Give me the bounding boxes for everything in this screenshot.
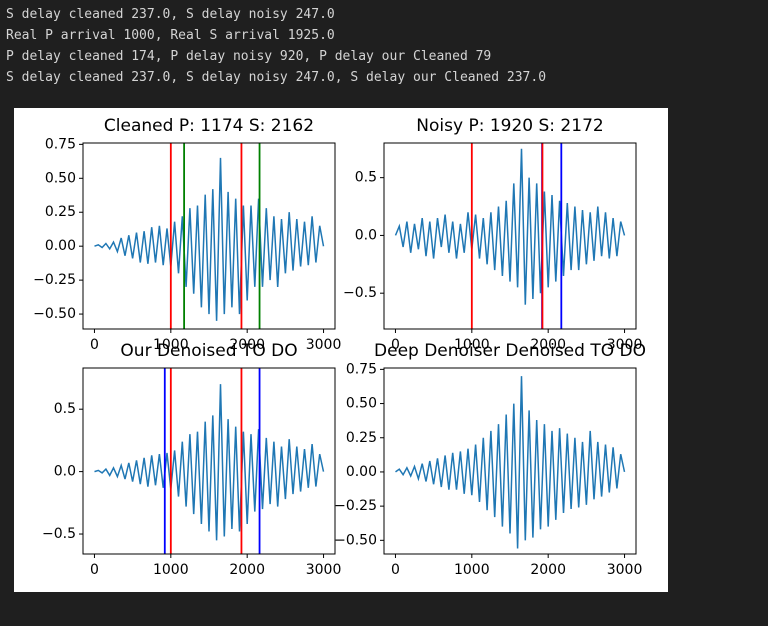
- y-tick-label: 0.0: [355, 227, 377, 243]
- console-line: S delay cleaned 237.0, S delay noisy 247…: [6, 7, 335, 22]
- figure-background: [14, 108, 668, 592]
- y-tick-label: 0.0: [54, 464, 76, 480]
- y-tick-label: 0.00: [346, 464, 377, 480]
- y-tick-label: 0.5: [54, 401, 76, 417]
- x-tick-label: 3000: [306, 337, 342, 353]
- x-tick-label: 1000: [454, 337, 490, 353]
- x-tick-label: 2000: [530, 337, 566, 353]
- x-tick-label: 2000: [530, 562, 566, 578]
- x-tick-label: 0: [90, 337, 99, 353]
- console-line: Real P arrival 1000, Real S arrival 1925…: [6, 28, 335, 43]
- x-tick-label: 3000: [607, 562, 643, 578]
- x-tick-label: 1000: [454, 562, 490, 578]
- console-line: P delay cleaned 174, P delay noisy 920, …: [6, 49, 492, 64]
- axes-frame: [383, 367, 637, 555]
- x-tick-label: 1000: [153, 337, 189, 353]
- y-tick-label: 0.5: [355, 170, 377, 186]
- chart-title: Deep Denoiser Denoised TO DO: [374, 341, 646, 361]
- y-tick-label: −0.5: [343, 285, 377, 301]
- y-tick-label: −0.50: [334, 532, 377, 548]
- axes-frame: [383, 142, 637, 330]
- x-tick-label: 0: [90, 562, 99, 578]
- axes-frame: [82, 142, 336, 330]
- y-tick-label: 0.00: [45, 238, 76, 254]
- chart-title: Noisy P: 1920 S: 2172: [416, 116, 603, 136]
- chart-title: Cleaned P: 1174 S: 2162: [104, 116, 314, 136]
- x-tick-label: 2000: [229, 337, 265, 353]
- y-tick-label: −0.50: [33, 306, 76, 322]
- y-tick-label: 0.50: [45, 170, 76, 186]
- y-tick-label: −0.25: [33, 272, 76, 288]
- y-tick-label: −0.5: [42, 526, 76, 542]
- y-tick-label: 0.50: [346, 396, 377, 412]
- waveform: [94, 157, 325, 321]
- x-tick-label: 3000: [607, 337, 643, 353]
- x-tick-label: 0: [391, 562, 400, 578]
- x-tick-label: 0: [391, 337, 400, 353]
- figure: Cleaned P: 1174 S: 2162 0 1000 2000 3000 −0.5…: [14, 108, 668, 592]
- waveform: [394, 148, 626, 305]
- waveform: [395, 376, 626, 549]
- chart-title: Our Denoised TO DO: [120, 341, 297, 361]
- console-output: S delay cleaned 237.0, S delay noisy 247…: [6, 4, 546, 88]
- y-tick-label: 0.25: [45, 204, 76, 220]
- y-tick-label: −0.25: [334, 498, 377, 514]
- axes-frame: [82, 367, 336, 555]
- y-tick-label: 0.75: [45, 136, 76, 152]
- y-tick-label: 0.75: [346, 361, 377, 377]
- console-line: S delay cleaned 237.0, S delay noisy 247…: [6, 70, 547, 85]
- x-tick-label: 3000: [306, 562, 342, 578]
- y-tick-label: 0.25: [346, 430, 377, 446]
- x-tick-label: 1000: [153, 562, 189, 578]
- waveform: [94, 384, 325, 541]
- x-tick-label: 2000: [229, 562, 265, 578]
